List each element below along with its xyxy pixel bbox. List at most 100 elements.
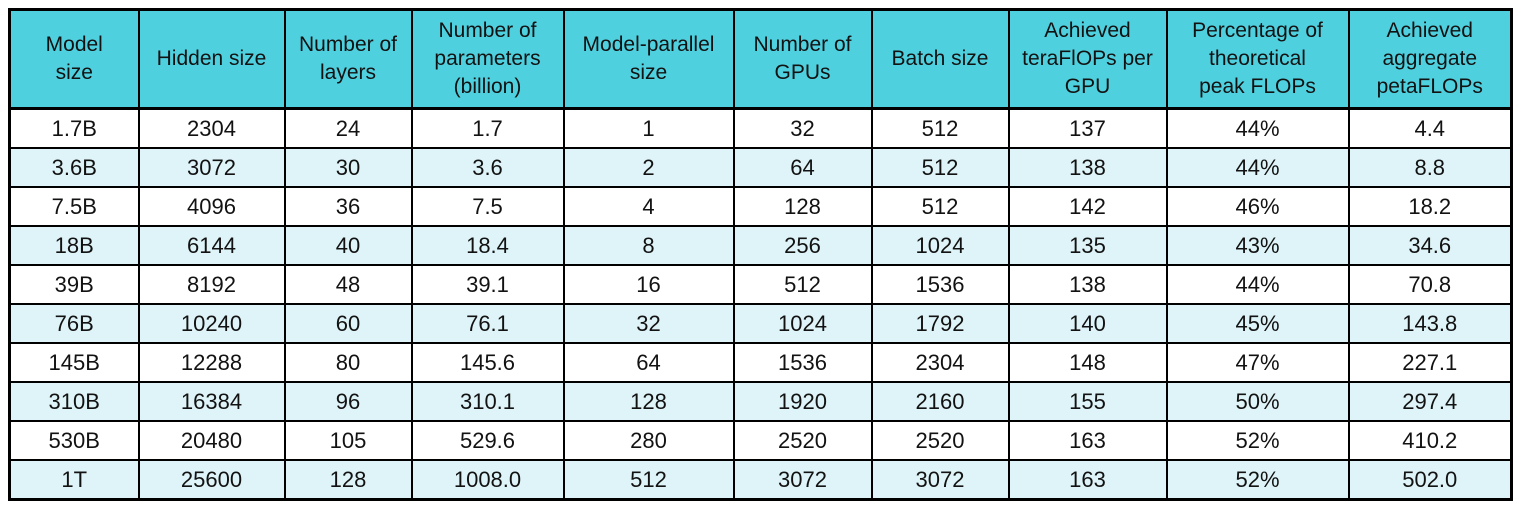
table-cell: 52%	[1165, 459, 1350, 501]
column-header-number-of-gpus: Number of GPUs	[732, 8, 873, 110]
table-row-1t: 1T 25600 128 1008.0 512 3072 3072 163 52% 502.0	[8, 459, 1513, 501]
table-cell: 60	[283, 303, 413, 344]
table-cell: 44%	[1165, 264, 1350, 305]
table-cell: 24	[283, 107, 413, 149]
table-cell: 512	[870, 107, 1010, 149]
table-cell: 44%	[1165, 147, 1350, 188]
table-cell: 3072	[870, 459, 1010, 501]
table-cell: 142	[1007, 186, 1168, 227]
table-cell: 8.8	[1347, 147, 1513, 188]
table-cell: 3072	[732, 459, 873, 501]
table-cell: 10240	[137, 303, 286, 344]
table-cell: 18.4	[410, 225, 565, 266]
table-cell: 297.4	[1347, 381, 1513, 422]
table-cell: 128	[562, 381, 735, 422]
table-cell: 25600	[137, 459, 286, 501]
column-header-hidden-size: Hidden size	[137, 8, 286, 110]
table-cell: 128	[732, 186, 873, 227]
table-cell: 310.1	[410, 381, 565, 422]
table-cell: 280	[562, 420, 735, 461]
table-cell: 512	[870, 186, 1010, 227]
table-cell: 135	[1007, 225, 1168, 266]
table-cell: 3.6B	[8, 147, 140, 188]
table-row-530b: 530B 20480 105 529.6 280 2520 2520 163 52% 410.2	[8, 420, 1513, 461]
column-header-batch-size: Batch size	[870, 8, 1010, 110]
table-cell: 47%	[1165, 342, 1350, 383]
table-cell: 96	[283, 381, 413, 422]
table-row-3-6b: 3.6B 3072 30 3.6 2 64 512 138 44% 8.8	[8, 147, 1513, 188]
table-cell: 76B	[8, 303, 140, 344]
table-cell: 163	[1007, 459, 1168, 501]
table-cell: 6144	[137, 225, 286, 266]
table-cell: 70.8	[1347, 264, 1513, 305]
table-row-39b: 39B 8192 48 39.1 16 512 1536 138 44% 70.8	[8, 264, 1513, 305]
table-cell: 256	[732, 225, 873, 266]
table-cell: 45%	[1165, 303, 1350, 344]
table-cell: 145B	[8, 342, 140, 383]
table-cell: 2	[562, 147, 735, 188]
table-cell: 155	[1007, 381, 1168, 422]
table-cell: 39.1	[410, 264, 565, 305]
table-cell: 43%	[1165, 225, 1350, 266]
table-cell: 48	[283, 264, 413, 305]
model-scaling-table: Model size Hidden size Number of layers Num…	[8, 8, 1513, 501]
table-cell: 34.6	[1347, 225, 1513, 266]
table-cell: 2304	[870, 342, 1010, 383]
table-cell: 30	[283, 147, 413, 188]
table-cell: 1024	[870, 225, 1010, 266]
table-cell: 2304	[137, 107, 286, 149]
table-row-18b: 18B 6144 40 18.4 8 256 1024 135 43% 34.6	[8, 225, 1513, 266]
table-cell: 52%	[1165, 420, 1350, 461]
table-cell: 145.6	[410, 342, 565, 383]
table-cell: 310B	[8, 381, 140, 422]
table-cell: 530B	[8, 420, 140, 461]
table-cell: 137	[1007, 107, 1168, 149]
table-cell: 148	[1007, 342, 1168, 383]
table-row-1-7b: 1.7B 2304 24 1.7 1 32 512 137 44% 4.4	[8, 107, 1513, 149]
table-cell: 39B	[8, 264, 140, 305]
column-header-model-size: Model size	[8, 8, 140, 110]
table-cell: 1T	[8, 459, 140, 501]
table-cell: 2520	[870, 420, 1010, 461]
table-cell: 8	[562, 225, 735, 266]
table-cell: 76.1	[410, 303, 565, 344]
table-cell: 46%	[1165, 186, 1350, 227]
table-cell: 529.6	[410, 420, 565, 461]
table-cell: 36	[283, 186, 413, 227]
table-cell: 512	[732, 264, 873, 305]
column-header-achieved-teraflops-per-gpu: Achieved teraFlOPs per GPU	[1007, 8, 1168, 110]
table-cell: 7.5	[410, 186, 565, 227]
table-cell: 32	[732, 107, 873, 149]
table-cell: 12288	[137, 342, 286, 383]
table-cell: 8192	[137, 264, 286, 305]
table-cell: 3072	[137, 147, 286, 188]
table-cell: 105	[283, 420, 413, 461]
column-header-achieved-aggregate-petaflops: Achieved aggregate petaFLOPs	[1347, 8, 1513, 110]
table-cell: 64	[562, 342, 735, 383]
table-cell: 227.1	[1347, 342, 1513, 383]
table-cell: 16384	[137, 381, 286, 422]
table-cell: 50%	[1165, 381, 1350, 422]
table-cell: 138	[1007, 264, 1168, 305]
table-cell: 1536	[870, 264, 1010, 305]
table-cell: 512	[562, 459, 735, 501]
table-cell: 3.6	[410, 147, 565, 188]
table-cell: 1792	[870, 303, 1010, 344]
table-cell: 7.5B	[8, 186, 140, 227]
table-cell: 18B	[8, 225, 140, 266]
table-cell: 1.7	[410, 107, 565, 149]
table-cell: 140	[1007, 303, 1168, 344]
table-cell: 2160	[870, 381, 1010, 422]
table-cell: 143.8	[1347, 303, 1513, 344]
table-cell: 1008.0	[410, 459, 565, 501]
column-header-percentage-of-theoretical-peak-flops: Percentage of theoretical peak FLOPs	[1165, 8, 1350, 110]
table-cell: 16	[562, 264, 735, 305]
column-header-model-parallel-size: Model-parallel size	[562, 8, 735, 110]
table-header-row: Model size Hidden size Number of layers Num…	[8, 8, 1513, 110]
table-row-145b: 145B 12288 80 145.6 64 1536 2304 148 47% 227.1	[8, 342, 1513, 383]
table-cell: 32	[562, 303, 735, 344]
table-cell: 40	[283, 225, 413, 266]
table-cell: 1024	[732, 303, 873, 344]
table-cell: 410.2	[1347, 420, 1513, 461]
